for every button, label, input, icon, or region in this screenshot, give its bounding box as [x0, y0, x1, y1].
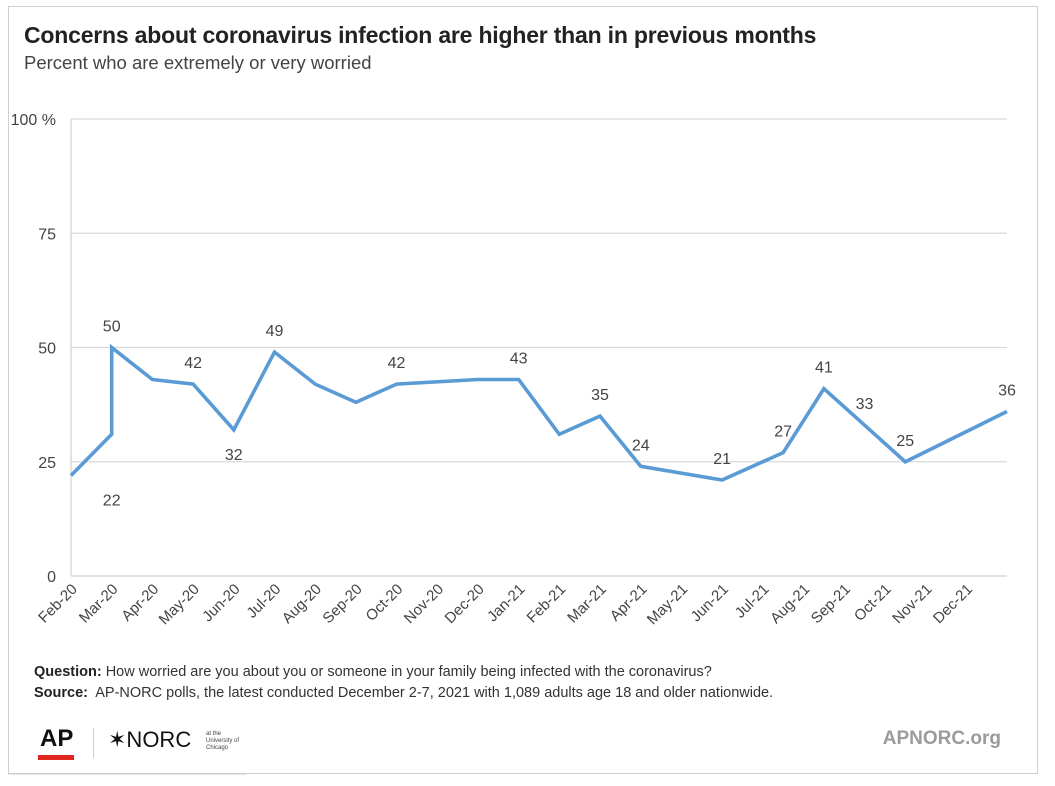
data-label: 42	[184, 355, 202, 372]
x-tick-label: Apr-21	[607, 581, 651, 625]
x-tick-label: Dec-20	[442, 581, 488, 627]
data-label: 22	[103, 492, 121, 509]
data-label: 24	[632, 437, 650, 454]
x-tick-label: Oct-21	[851, 581, 895, 625]
ap-logo-red-bar	[38, 755, 74, 760]
data-label: 33	[856, 396, 874, 413]
x-tick-label: Apr-20	[118, 581, 162, 625]
x-tick-label: Sep-20	[319, 581, 365, 627]
question-text: How worried are you about you or someone…	[105, 664, 712, 680]
bottom-divider	[8, 774, 246, 775]
data-label: 50	[103, 319, 121, 336]
question-label: Question:	[34, 664, 102, 680]
chart-notes: Question: How worried are you about you …	[34, 662, 773, 704]
series-line	[69, 343, 1008, 482]
logo-divider	[93, 728, 94, 758]
y-tick-label: 25	[38, 455, 56, 472]
data-label: 49	[266, 323, 284, 340]
data-label: 42	[388, 355, 406, 372]
x-tick-label: Nov-20	[401, 581, 447, 627]
chart-frame	[8, 6, 1038, 774]
x-tick-label: Aug-21	[767, 581, 813, 627]
source-note: Source: AP-NORC polls, the latest conduc…	[34, 683, 773, 704]
data-label: 27	[774, 424, 792, 441]
x-tick-label: Feb-20	[35, 581, 81, 627]
x-tick-label: Feb-21	[524, 581, 570, 627]
y-tick-label: 0	[47, 569, 56, 586]
data-label: 35	[591, 387, 609, 404]
x-tick-label: Jun-21	[687, 581, 731, 625]
site-link[interactable]: APNORC.org	[882, 728, 1001, 749]
x-tick-label: May-20	[156, 581, 203, 628]
x-tick-label: Aug-20	[279, 581, 325, 627]
question-note: Question: How worried are you about you …	[34, 662, 773, 683]
chart-title: Concerns about coronavirus infection are…	[24, 22, 817, 48]
x-tick-label: Jun-20	[199, 581, 243, 625]
ap-logo: AP	[40, 725, 74, 752]
data-label: 41	[815, 360, 833, 377]
norc-logo: ✶NORC	[108, 727, 192, 752]
y-tick-label: 75	[38, 226, 56, 243]
x-tick-label: Nov-21	[889, 581, 935, 627]
x-tick-label: Oct-20	[363, 581, 407, 625]
y-tick-label: 100 %	[11, 112, 56, 129]
x-tick-label: Mar-20	[76, 581, 122, 627]
norc-logo-subtext: at the University of Chicago	[206, 731, 240, 751]
chart-subtitle: Percent who are extremely or very worrie…	[24, 52, 372, 73]
data-label: 43	[510, 350, 528, 367]
data-label: 21	[713, 451, 731, 468]
y-tick-label: 50	[38, 341, 56, 358]
x-tick-label: Dec-21	[930, 581, 976, 627]
x-tick-label: Sep-21	[808, 581, 854, 627]
x-tick-label: Jan-21	[484, 581, 528, 625]
source-label: Source:	[34, 685, 88, 701]
x-tick-label: Mar-21	[564, 581, 610, 627]
source-text: AP-NORC polls, the latest conducted Dece…	[95, 685, 774, 701]
x-tick-label: May-21	[644, 581, 691, 628]
data-label: 32	[225, 447, 243, 464]
data-label: 25	[896, 433, 914, 450]
data-label: 36	[998, 382, 1016, 399]
